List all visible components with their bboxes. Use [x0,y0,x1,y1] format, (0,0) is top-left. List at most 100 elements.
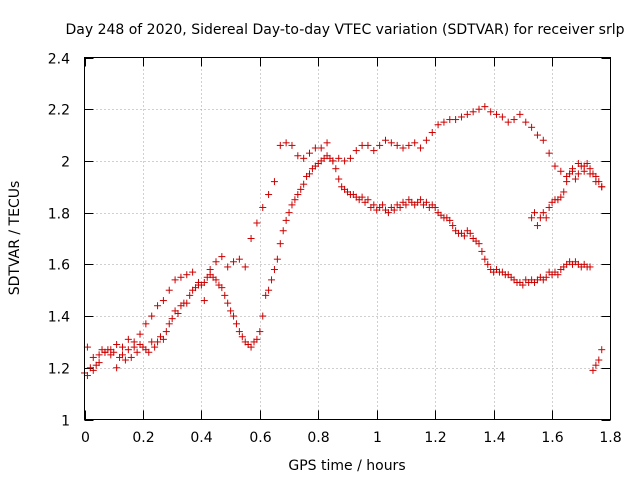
data-point [200,278,208,286]
data-point [481,255,489,263]
data-point [294,152,302,160]
data-point [306,170,314,178]
data-point [542,273,550,281]
data-point [83,372,91,380]
data-point [341,157,349,165]
data-point [387,139,395,147]
data-point [159,297,167,305]
data-point [370,201,378,209]
data-point [560,188,568,196]
x-axis: 0 0.2 0.4 0.6 0.8 1 1.2 1.4 1.6 1.8 [81,57,622,446]
data-point [279,227,287,235]
data-point [469,108,477,116]
data-point [431,203,439,211]
data-point [557,193,565,201]
data-point [121,356,129,364]
data-point [358,141,366,149]
data-point [288,141,296,149]
data-point [247,235,255,242]
data-point [224,263,232,271]
x-tick-label: 1.2 [424,430,446,446]
data-point [288,201,296,209]
data-point [165,320,173,328]
data-point [402,201,410,209]
data-point [165,286,173,294]
data-point [519,281,527,289]
data-point [276,240,284,248]
data-point [487,108,495,116]
data-point [194,281,202,289]
data-point [232,320,240,328]
y-tick-label: 2.4 [48,52,70,68]
data-point [478,247,486,255]
data-point [528,214,536,222]
data-point [446,216,454,224]
data-point [475,105,483,113]
data-point [417,196,425,204]
data-point [101,348,109,356]
data-point [346,154,354,162]
data-point [390,206,398,214]
data-point [256,328,264,336]
data-point [440,118,448,126]
data-point [124,335,132,343]
data-point [238,333,246,341]
data-point [317,144,325,152]
data-point [95,351,103,359]
data-point [230,258,238,266]
data-point [586,263,594,271]
data-point [113,364,121,372]
data-point [247,343,255,351]
data-point [300,154,308,162]
data-point [218,253,226,261]
data-point [533,131,541,139]
data-point [171,276,179,284]
data-point [253,219,261,227]
data-point [592,361,600,369]
data-point [422,198,430,206]
data-point [592,172,600,180]
data-point [200,297,208,305]
data-point [297,185,305,193]
data-point [498,113,506,121]
y-axis: 1 1.2 1.4 1.6 1.8 2 2.2 2.4 [48,52,611,430]
data-point [154,302,162,310]
y-axis-label: SDTVAR / TECUs [7,181,23,296]
data-point [557,167,565,175]
data-point [230,312,238,320]
data-point [212,276,220,284]
data-point [177,273,185,281]
data-point [235,255,243,263]
data-point [127,353,135,361]
data-point [183,299,191,307]
data-point [145,348,153,356]
data-point [522,118,530,126]
x-tick-label: 1.4 [483,430,505,446]
data-point [335,154,343,162]
data-point [595,178,603,186]
data-point [545,203,553,211]
data-point [589,366,597,374]
data-point [580,167,588,175]
data-point [481,103,489,111]
data-point [270,178,278,186]
data-point [270,266,278,274]
data-point [598,346,606,354]
data-point [89,353,97,361]
data-point [265,191,273,199]
x-tick-label: 1.6 [541,430,563,446]
y-tick-label: 2.2 [48,103,70,119]
y-tick-label: 1 [61,414,70,430]
y-tick-label: 1.2 [48,362,70,378]
data-point [265,286,273,294]
data-point [493,110,501,118]
data-point [183,271,191,279]
data-point [586,165,594,173]
data-point [545,149,553,157]
data-point [329,157,337,165]
data-point [364,141,372,149]
data-point [259,312,267,320]
data-point [504,118,512,126]
data-point [285,209,293,217]
